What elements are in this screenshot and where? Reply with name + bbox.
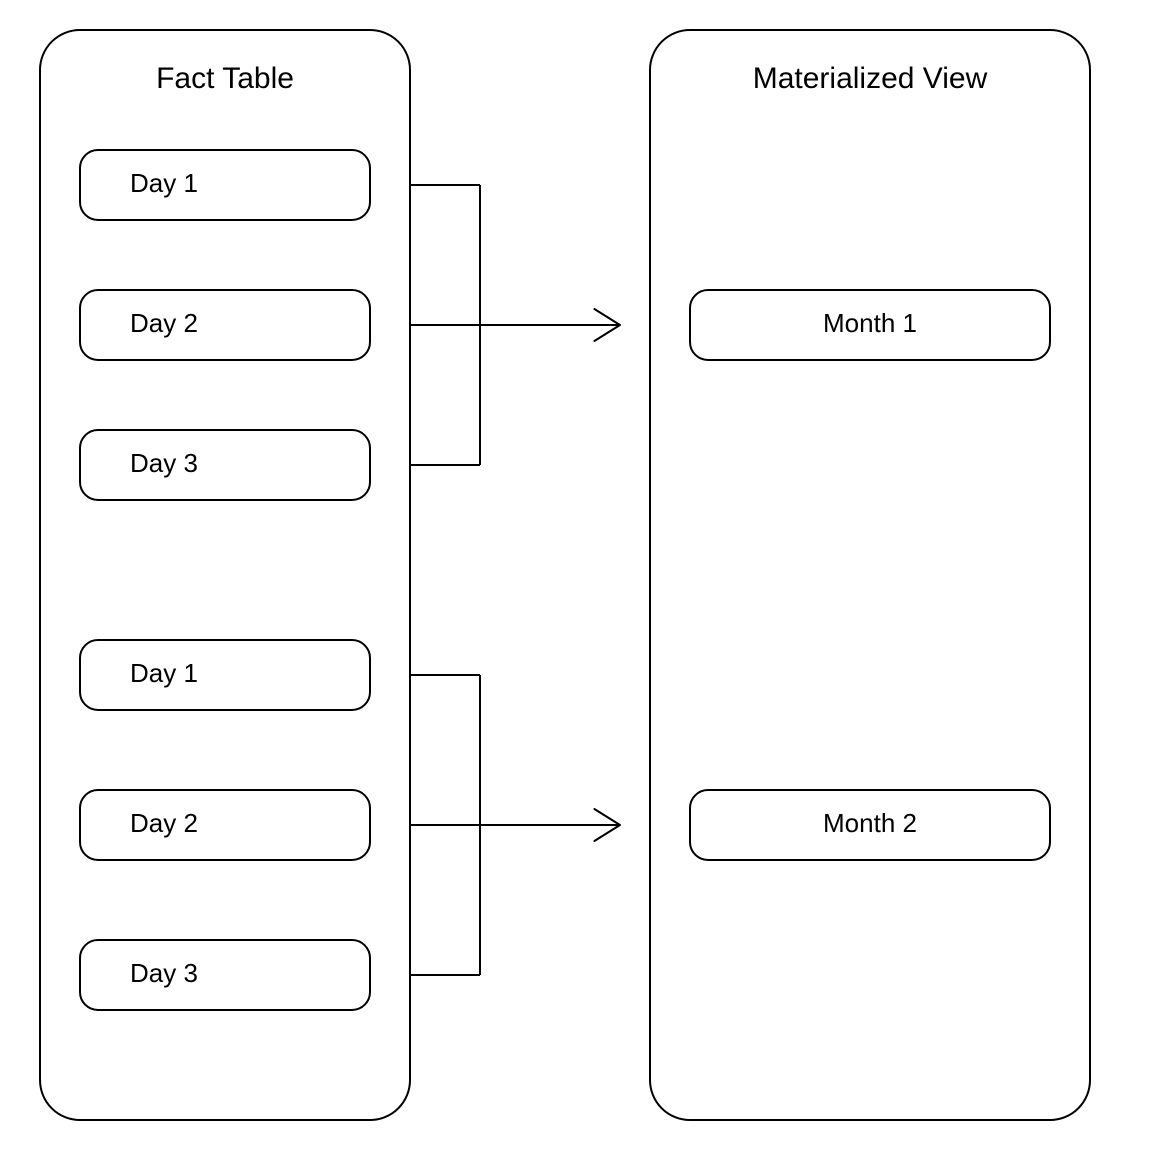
fact-table-title: Fact Table bbox=[156, 62, 294, 95]
mv-month-label-1: Month 2 bbox=[823, 808, 917, 838]
mv-month-label-0: Month 1 bbox=[823, 308, 917, 338]
fact-day-label-g1-i1: Day 2 bbox=[130, 808, 198, 838]
fact-day-label-g1-i0: Day 1 bbox=[130, 658, 198, 688]
fact-day-label-g1-i2: Day 3 bbox=[130, 958, 198, 988]
fact-day-label-g0-i1: Day 2 bbox=[130, 308, 198, 338]
materialized-view-title: Materialized View bbox=[753, 62, 988, 95]
fact-day-label-g0-i2: Day 3 bbox=[130, 448, 198, 478]
fact-day-label-g0-i0: Day 1 bbox=[130, 168, 198, 198]
